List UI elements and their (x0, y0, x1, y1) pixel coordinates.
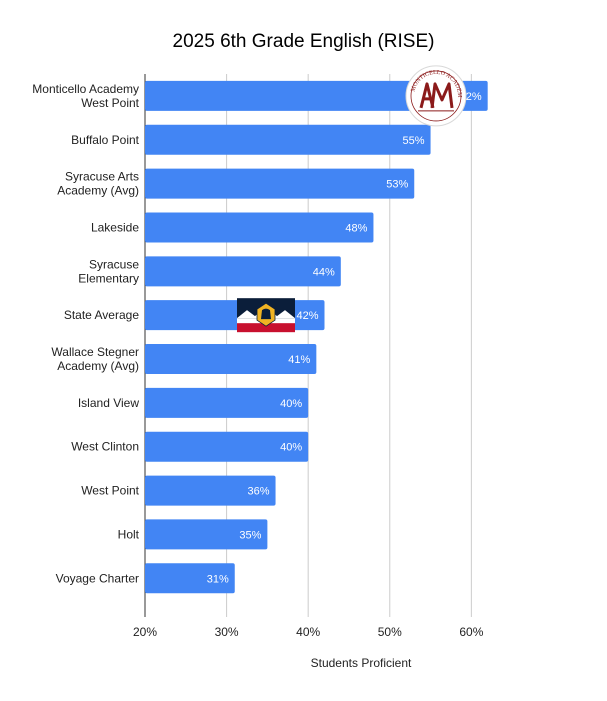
data-label: 48% (345, 222, 367, 234)
bar (145, 387, 309, 418)
category-label: Syracuse Arts Academy (Avg) (57, 170, 139, 198)
data-label: 35% (239, 529, 261, 541)
category-label: Wallace Stegner Academy (Avg) (51, 345, 139, 373)
data-label: 44% (313, 266, 335, 278)
category-label: State Average (64, 308, 139, 322)
category-label: Holt (118, 527, 140, 541)
category-label: Voyage Charter (56, 571, 139, 585)
bar (145, 519, 268, 550)
utah-flag-icon (237, 298, 295, 333)
data-label: 55% (403, 135, 425, 147)
bar (145, 475, 276, 506)
x-axis-title: Students Proficient (311, 656, 412, 670)
category-label: West Point (81, 484, 139, 498)
category-labels: Monticello Academy West Point Buffalo Poin… (32, 82, 139, 585)
category-label: Monticello Academy West Point (32, 82, 139, 110)
category-label: Syracuse Elementary (78, 257, 139, 285)
bar (145, 212, 374, 243)
data-label: 42% (296, 310, 318, 322)
chart-title: 2025 6th Grade English (RISE) (172, 31, 435, 52)
category-label: West Clinton (71, 440, 139, 454)
data-label: 53% (386, 179, 408, 191)
bar (145, 344, 317, 375)
bar (145, 563, 235, 594)
data-label: 40% (280, 442, 302, 454)
category-label: Island View (78, 396, 139, 410)
x-tick-label: 60% (459, 625, 483, 639)
x-tick-label: 30% (215, 625, 239, 639)
x-tick-label: 40% (296, 625, 320, 639)
x-tick-label: 50% (378, 625, 402, 639)
data-labels: 62%55%53%48%44%42%41%40%40%36%35%31% (207, 91, 482, 585)
data-label: 40% (280, 398, 302, 410)
bar (145, 168, 415, 199)
category-label: Lakeside (91, 220, 139, 234)
data-label: 36% (248, 486, 270, 498)
x-tick-label: 20% (133, 625, 157, 639)
bar (145, 80, 488, 111)
data-label: 31% (207, 573, 229, 585)
data-label: 41% (288, 354, 310, 366)
bar (145, 431, 309, 462)
x-tick-labels: 20% 30% 40% 50% 60% (133, 625, 484, 639)
bars (145, 80, 488, 594)
bar (145, 256, 341, 287)
bar (145, 124, 431, 155)
category-label: Buffalo Point (71, 133, 139, 147)
